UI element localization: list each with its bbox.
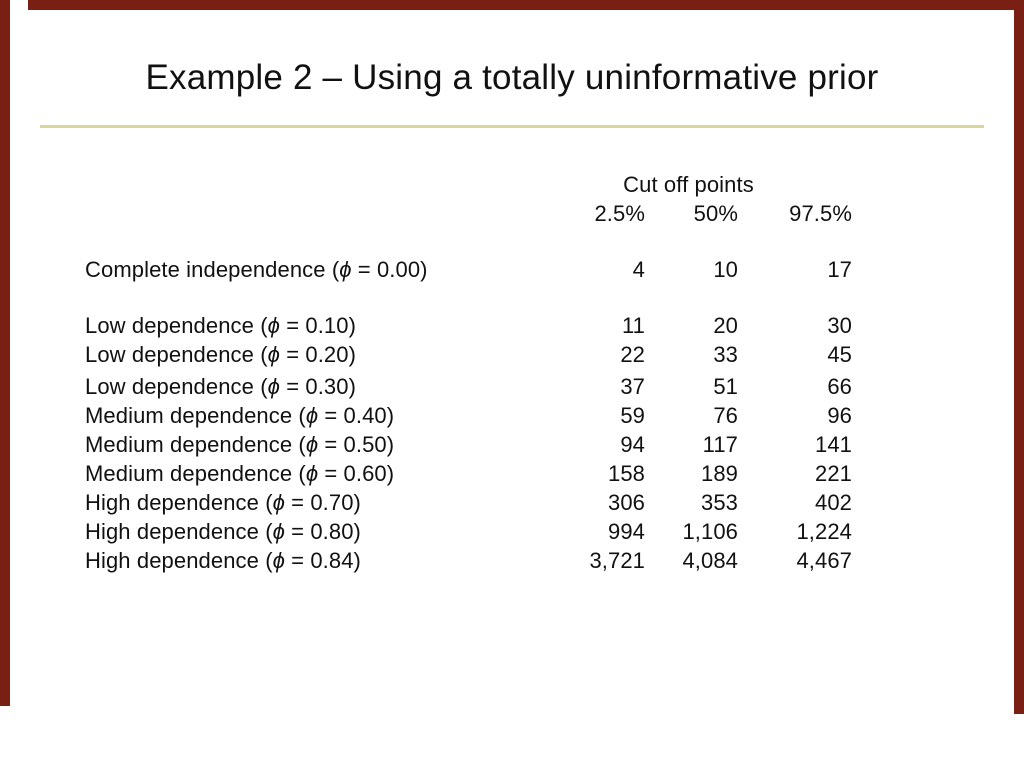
row-value: 51: [713, 374, 738, 399]
table-row: High dependence (ϕ = 0.70) 306 353 402: [85, 488, 852, 517]
table-row: Low dependence (ϕ = 0.20) 22 33 45: [85, 340, 852, 369]
row-value: 141: [814, 432, 852, 457]
cutoff-points-table: Cut off points 2.5% 50% 97.5% Complete ind…: [85, 170, 852, 575]
row-value: 59: [620, 403, 645, 428]
row-value: 20: [713, 313, 738, 338]
table-row: Medium dependence (ϕ = 0.50) 94 117 141: [85, 430, 852, 459]
row-label-text: High dependence (: [85, 490, 273, 515]
table-row: High dependence (ϕ = 0.84) 3,721 4,084 4,46…: [85, 546, 852, 575]
row-phi-value: = 0.84): [284, 548, 361, 573]
row-value: 45: [827, 342, 852, 367]
row-label: Low dependence (ϕ = 0.30): [85, 372, 545, 401]
row-value: 96: [827, 403, 852, 428]
row-value: 4,084: [682, 548, 738, 573]
table-row: Low dependence (ϕ = 0.30) 37 51 66: [85, 372, 852, 401]
table-header-title: Cut off points: [623, 172, 754, 197]
row-label: High dependence (ϕ = 0.80): [85, 517, 545, 546]
row-label: Medium dependence (ϕ = 0.60): [85, 459, 545, 488]
percentile-column-header: 50%: [693, 201, 738, 226]
row-value: 33: [713, 342, 738, 367]
row-phi-value: = 0.00): [351, 257, 428, 282]
row-value: 10: [713, 257, 738, 282]
row-value: 3,721: [589, 548, 645, 573]
row-label-text: Low dependence (: [85, 313, 268, 338]
row-value: 117: [702, 432, 738, 457]
row-value: 158: [607, 461, 645, 486]
row-value: 30: [827, 313, 852, 338]
phi-symbol: ϕ: [267, 374, 280, 399]
row-value: 11: [621, 313, 645, 338]
row-value: 22: [620, 342, 645, 367]
table-header-spacer: [85, 170, 545, 199]
phi-symbol: ϕ: [305, 403, 319, 428]
row-value: 37: [620, 374, 645, 399]
row-value: 1,106: [682, 519, 738, 544]
row-phi-value: = 0.20): [279, 342, 357, 367]
row-value: 4: [632, 257, 645, 282]
phi-symbol: ϕ: [267, 342, 280, 367]
phi-symbol: ϕ: [272, 548, 285, 573]
row-value: 94: [620, 432, 645, 457]
row-value: 66: [827, 374, 852, 399]
table-row: Medium dependence (ϕ = 0.40) 59 76 96: [85, 401, 852, 430]
slide-title: Example 2 – Using a totally uninformativ…: [145, 58, 879, 97]
row-phi-value: = 0.40): [318, 403, 395, 428]
row-label-text: Medium dependence (: [85, 432, 306, 457]
row-value: 402: [814, 490, 852, 515]
table-row: High dependence (ϕ = 0.80) 994 1,106 1,224: [85, 517, 852, 546]
row-value: 1,224: [796, 519, 852, 544]
table-header-row: Cut off points: [85, 170, 852, 199]
row-label: Low dependence (ϕ = 0.20): [85, 340, 545, 369]
row-value: 306: [607, 490, 645, 515]
phi-symbol: ϕ: [339, 257, 352, 282]
row-value: 76: [713, 403, 738, 428]
row-label-text: Complete independence (: [85, 257, 340, 282]
row-phi-value: = 0.60): [318, 461, 395, 486]
slide-frame-top-bar: [28, 0, 1024, 10]
phi-symbol: ϕ: [272, 490, 285, 515]
percentile-column-header: 2.5%: [594, 201, 645, 226]
row-label-text: Medium dependence (: [85, 461, 306, 486]
row-label: High dependence (ϕ = 0.70): [85, 488, 545, 517]
table-row: Low dependence (ϕ = 0.10) 11 20 30: [85, 311, 852, 340]
row-phi-value: = 0.70): [284, 490, 361, 515]
percentile-row-spacer: [85, 199, 545, 228]
table-row: Complete independence (ϕ = 0.00) 4 10 17: [85, 255, 852, 284]
slide-frame-left-bar: [0, 0, 10, 706]
row-label: Medium dependence (ϕ = 0.40): [85, 401, 545, 430]
phi-symbol: ϕ: [272, 519, 285, 544]
row-label: Low dependence (ϕ = 0.10): [85, 311, 545, 340]
row-value: 189: [700, 461, 738, 486]
table-row: Medium dependence (ϕ = 0.60) 158 189 221: [85, 459, 852, 488]
row-label-text: Low dependence (: [85, 374, 268, 399]
phi-symbol: ϕ: [305, 432, 319, 457]
row-label-text: Medium dependence (: [85, 403, 306, 428]
row-value: 221: [814, 461, 852, 486]
row-label-text: Low dependence (: [85, 342, 268, 367]
row-phi-value: = 0.30): [279, 374, 357, 399]
row-value: 994: [607, 519, 645, 544]
phi-symbol: ϕ: [305, 461, 319, 486]
row-phi-value: = 0.50): [318, 432, 395, 457]
table-body: Complete independence (ϕ = 0.00) 4 10 17 Low…: [85, 255, 852, 575]
row-label: Complete independence (ϕ = 0.00): [85, 255, 545, 284]
row-label-text: High dependence (: [85, 519, 273, 544]
title-underline-rule: [40, 125, 984, 128]
percentile-header-row: 2.5% 50% 97.5%: [85, 199, 852, 228]
row-phi-value: = 0.80): [284, 519, 361, 544]
row-value: 353: [700, 490, 738, 515]
row-value: 17: [827, 257, 852, 282]
phi-symbol: ϕ: [267, 313, 280, 338]
row-label: High dependence (ϕ = 0.84): [85, 546, 545, 575]
percentile-column-header: 97.5%: [789, 201, 852, 226]
slide-frame-right-bar: [1014, 0, 1024, 714]
row-label: Medium dependence (ϕ = 0.50): [85, 430, 545, 459]
row-label-text: High dependence (: [85, 548, 273, 573]
row-phi-value: = 0.10): [279, 313, 357, 338]
row-value: 4,467: [796, 548, 852, 573]
